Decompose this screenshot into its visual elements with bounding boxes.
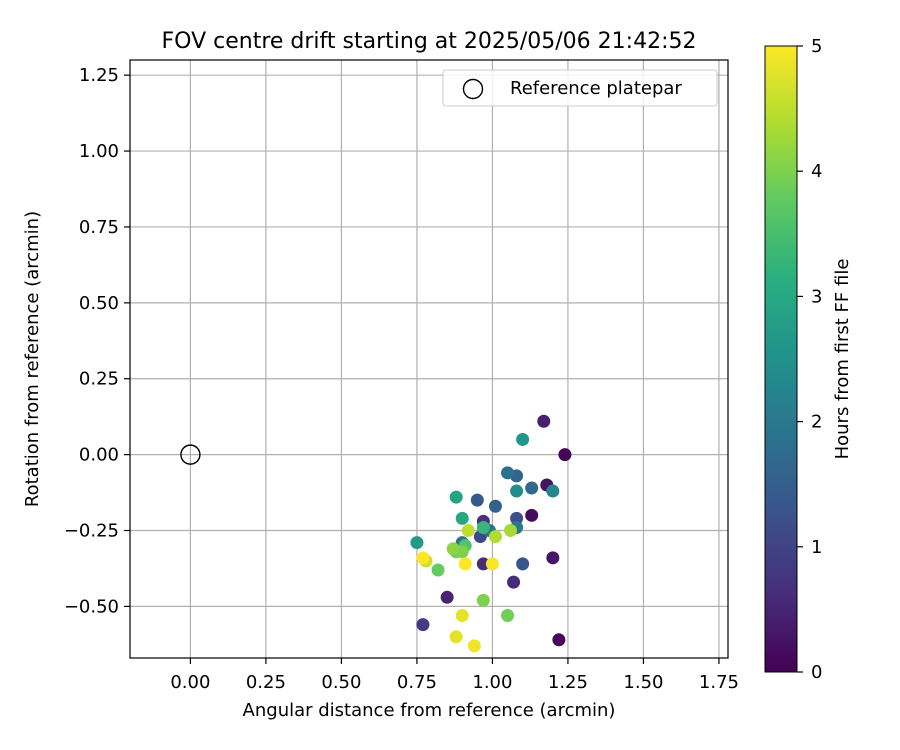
colorbar: 0 1 2 3 4 5 Hours from first FF file	[764, 36, 853, 683]
data-point	[501, 466, 515, 480]
data-point	[476, 557, 490, 571]
data-point	[485, 557, 499, 571]
legend-label: Reference platepar	[510, 78, 682, 99]
x-tick-label: 0.75	[397, 672, 437, 693]
data-point	[525, 508, 539, 522]
data-point	[510, 484, 524, 498]
data-point	[516, 557, 530, 571]
data-point	[431, 563, 445, 577]
data-point	[416, 551, 430, 565]
colorbar-ticks: 0 1 2 3 4 5	[797, 36, 822, 683]
colorbar-tick-label: 3	[811, 286, 822, 307]
y-tick-label: 1.25	[79, 65, 119, 86]
data-point	[470, 493, 484, 507]
colorbar-tick-label: 0	[811, 662, 822, 683]
colorbar-tick-label: 1	[811, 537, 822, 558]
data-point	[410, 536, 424, 550]
x-tick-label: 0.25	[246, 672, 286, 693]
colorbar-tick-label: 4	[811, 161, 822, 182]
reference-platepar-marker	[180, 444, 201, 465]
grid	[130, 60, 728, 658]
legend-box	[442, 69, 718, 107]
y-axis-ticks: −0.50 −0.25 0.00 0.25 0.50 0.75 1.00 1.25	[64, 65, 130, 617]
x-tick-label: 1.50	[623, 672, 663, 693]
colorbar-label: Hours from first FF file	[832, 259, 853, 460]
data-point	[510, 511, 524, 525]
y-tick-label: 1.00	[79, 141, 119, 162]
data-point	[416, 618, 430, 632]
x-tick-label: 1.75	[699, 672, 739, 693]
x-axis-ticks: 0.00 0.25 0.50 0.75 1.00 1.25 1.50 1.75	[170, 658, 739, 693]
x-tick-label: 1.00	[472, 672, 512, 693]
data-point	[446, 542, 460, 556]
data-point	[546, 551, 560, 565]
data-point	[488, 499, 502, 513]
data-point	[488, 530, 502, 544]
data-point	[504, 524, 518, 538]
data-point	[501, 609, 515, 623]
x-tick-label: 1.25	[548, 672, 588, 693]
data-point	[552, 633, 566, 647]
legend: Reference platepar	[442, 69, 718, 107]
data-points	[410, 414, 572, 653]
colorbar-tick-label: 2	[811, 412, 822, 433]
data-point	[537, 414, 551, 428]
y-tick-label: 0.25	[79, 369, 119, 390]
y-tick-label: −0.50	[64, 596, 119, 617]
y-axis-label: Rotation from reference (arcmin)	[22, 211, 43, 507]
x-tick-label: 0.00	[170, 672, 210, 693]
data-point	[525, 481, 539, 495]
data-point	[546, 484, 560, 498]
data-point	[461, 524, 475, 538]
data-point	[507, 575, 521, 589]
y-tick-label: 0.00	[79, 445, 119, 466]
y-tick-label: −0.25	[64, 521, 119, 542]
data-point	[458, 557, 472, 571]
colorbar-gradient	[764, 45, 798, 673]
chart-title: FOV centre drift starting at 2025/05/06 …	[162, 29, 697, 54]
plot-frame	[129, 59, 729, 659]
data-point	[449, 490, 463, 504]
y-tick-label: 0.50	[79, 293, 119, 314]
data-point	[476, 593, 490, 607]
y-tick-label: 0.75	[79, 217, 119, 238]
data-point	[449, 630, 463, 644]
x-axis-label: Angular distance from reference (arcmin)	[243, 700, 616, 721]
legend-marker-icon	[462, 78, 484, 100]
data-point	[476, 520, 490, 534]
data-point	[440, 590, 454, 604]
data-point	[558, 448, 572, 462]
data-point	[455, 511, 469, 525]
colorbar-tick-label: 5	[811, 36, 822, 57]
data-point	[467, 639, 481, 653]
data-point	[516, 432, 530, 446]
x-tick-label: 0.50	[321, 672, 361, 693]
data-point	[455, 609, 469, 623]
